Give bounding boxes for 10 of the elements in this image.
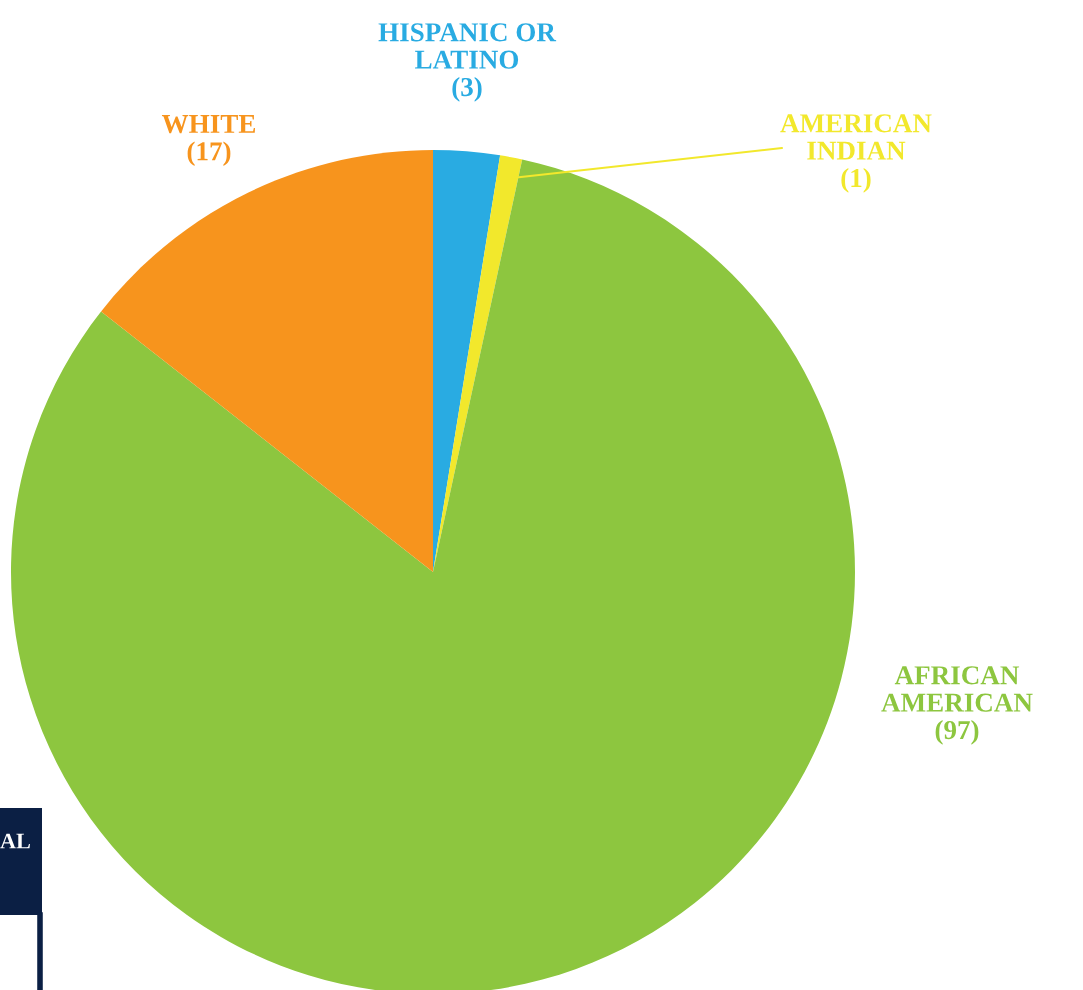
data-label: (1) xyxy=(841,168,871,193)
data-label: (17) xyxy=(187,141,231,166)
slice-label: HISPANIC OR LATINO xyxy=(378,23,557,69)
pie-slice xyxy=(433,150,501,572)
data-label: (97) xyxy=(935,720,979,745)
slice-label: AFRICAN AMERICAN xyxy=(881,666,1033,712)
data-label: (3) xyxy=(452,77,482,102)
slice-label: WHITE xyxy=(161,115,256,134)
slice-label: AMERICAN INDIAN xyxy=(780,114,932,160)
text: AL xyxy=(0,833,30,849)
